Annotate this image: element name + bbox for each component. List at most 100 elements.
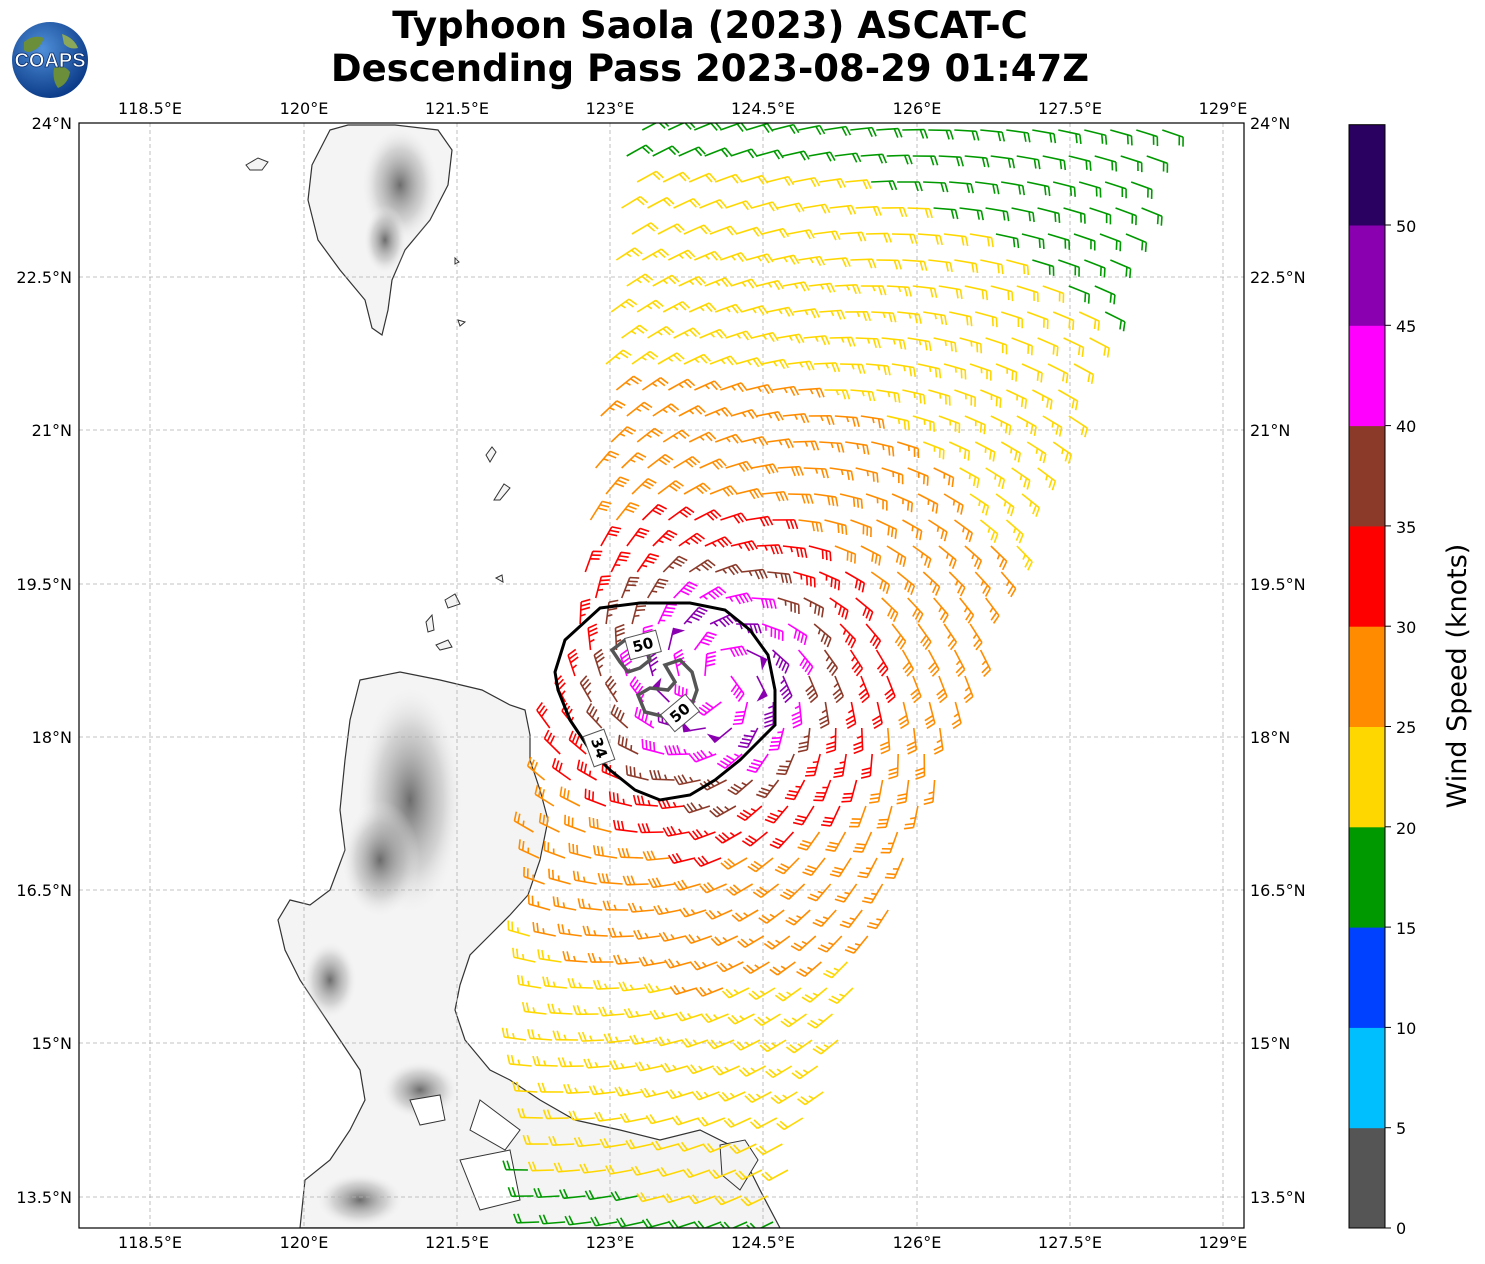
wind-barb — [1016, 155, 1041, 170]
wind-barb — [1063, 337, 1085, 357]
wind-barb — [694, 509, 722, 521]
wind-barb — [865, 623, 882, 650]
cb-tick-15: 15 — [1396, 919, 1416, 938]
wind-barb — [876, 127, 903, 138]
wind-barb — [869, 779, 884, 804]
wind-barb — [652, 403, 680, 417]
wind-barb — [720, 645, 748, 658]
cb-tick-45: 45 — [1396, 317, 1416, 336]
wind-barb — [620, 576, 640, 599]
wind-barb — [802, 857, 826, 877]
wind-barb — [631, 478, 657, 495]
wind-barb — [1073, 363, 1095, 384]
wind-barb — [933, 727, 944, 755]
wind-barb — [730, 408, 759, 420]
wind-barb — [969, 363, 992, 381]
wind-barb — [714, 433, 743, 444]
wind-barb — [742, 961, 770, 975]
wind-barb — [1047, 363, 1069, 384]
wind-barb — [772, 123, 800, 135]
wind-barb — [808, 415, 835, 426]
wind-barb — [720, 251, 748, 263]
wind-barb — [598, 1006, 625, 1017]
wind-barb — [552, 896, 577, 911]
wind-barb — [761, 358, 790, 369]
wind-barb — [805, 675, 819, 704]
wind-barb — [938, 285, 963, 300]
wind-barb — [673, 327, 701, 339]
wind-barb — [705, 909, 733, 920]
wind-barb — [673, 581, 698, 599]
wind-barb — [938, 545, 957, 569]
lon-label-120-bottom: 120°E — [280, 1233, 329, 1252]
lat-label-15-left: 15°N — [32, 1034, 72, 1053]
wind-barb — [844, 571, 866, 593]
wind-barb — [704, 406, 732, 417]
wind-barbs-layer — [501, 123, 1184, 1228]
wind-barb — [876, 519, 898, 539]
wind-barb — [688, 559, 716, 573]
wind-barb — [667, 627, 686, 651]
wind-barb — [1032, 129, 1057, 144]
wind-barb — [664, 745, 691, 756]
wind-barb — [537, 1082, 564, 1093]
wind-barb — [715, 563, 743, 576]
wind-barb — [860, 415, 885, 429]
wind-barb — [776, 753, 795, 776]
wind-barb — [979, 649, 992, 677]
wind-barb — [746, 753, 769, 774]
colorbar-segment — [1349, 927, 1385, 1028]
lon-label-124-5-bottom: 124.5°E — [731, 1233, 795, 1252]
wind-barb — [812, 909, 837, 928]
wind-barb — [709, 805, 737, 818]
wind-barb — [933, 207, 959, 220]
wind-barb — [683, 482, 711, 495]
wind-barb — [564, 814, 586, 833]
wind-barb — [1094, 285, 1116, 305]
wind-barb — [943, 233, 969, 247]
wind-barb — [1141, 207, 1163, 226]
wind-barb — [1037, 207, 1061, 223]
wind-barb — [927, 649, 940, 677]
wind-barb — [621, 452, 647, 469]
wind-barb — [592, 845, 618, 859]
wind-barb — [730, 148, 758, 159]
wind-barb — [501, 1027, 527, 1041]
wind-barb — [592, 979, 619, 990]
wind-barb — [829, 204, 857, 215]
wind-barb — [621, 324, 648, 339]
wind-barb — [995, 493, 1015, 517]
wind-barb — [747, 857, 774, 873]
wind-barb — [636, 299, 664, 313]
wind-barb — [533, 1187, 560, 1199]
wind-barb — [829, 467, 854, 481]
wind-barb — [777, 597, 800, 615]
wind-barb — [761, 227, 790, 239]
small-islands — [425, 446, 511, 651]
lon-label-127-5-bottom: 127.5°E — [1038, 1233, 1102, 1252]
colorbar-segment — [1349, 726, 1385, 828]
wind-barb — [615, 502, 640, 521]
wind-barb — [703, 1142, 731, 1153]
wind-barb — [807, 1013, 833, 1029]
wind-barb — [720, 382, 748, 393]
wind-barb — [985, 337, 1008, 355]
wind-barb — [902, 259, 928, 271]
wind-barb — [579, 598, 591, 625]
wind-barb — [557, 1057, 584, 1068]
wind-barb — [627, 902, 655, 913]
wind-barb — [594, 1111, 621, 1122]
wind-barb — [959, 207, 984, 221]
wind-barb — [543, 729, 561, 755]
wind-barb — [845, 441, 870, 455]
wind-barb — [1032, 389, 1053, 410]
wind-barb — [636, 553, 660, 573]
wind-barb — [850, 519, 872, 538]
lat-label-13-5-right: 13.5°N — [1250, 1188, 1306, 1207]
wind-barb — [785, 1039, 813, 1054]
lat-label-16-5-right: 16.5°N — [1250, 881, 1306, 900]
wind-barb — [860, 153, 888, 164]
lon-label-129-top: 129°E — [1199, 99, 1248, 118]
wind-barb — [527, 894, 551, 911]
